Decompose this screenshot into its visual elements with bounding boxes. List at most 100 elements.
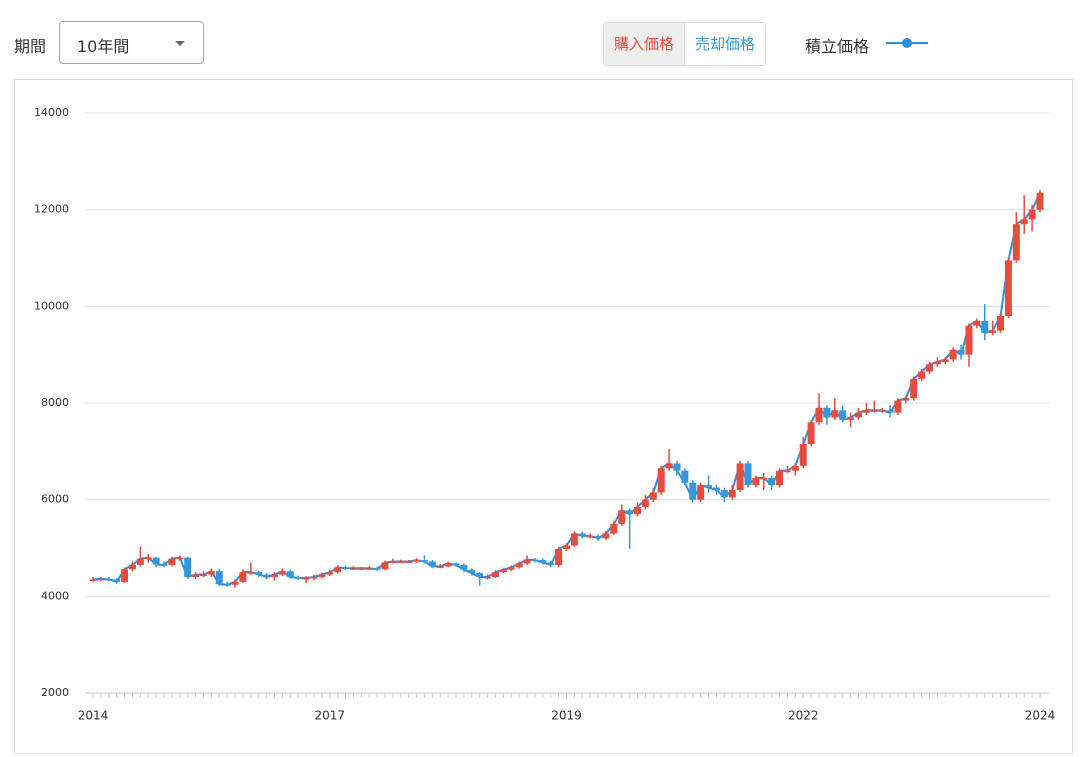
candle-body	[231, 581, 239, 585]
chart-frame: 2000 4000 6000 8000 10000 12000 14000 2014 2017 2…	[14, 79, 1073, 754]
candle-body	[413, 560, 421, 562]
candle-body	[286, 571, 294, 577]
y-tick-label: 10000	[34, 299, 69, 312]
candle-body	[902, 398, 910, 401]
candle-body	[555, 548, 563, 565]
legend-dot	[902, 38, 912, 48]
y-tick-label: 4000	[41, 589, 69, 602]
candle-body	[681, 470, 689, 483]
buy-button[interactable]: 購入価格	[604, 23, 686, 65]
candle-body	[854, 412, 862, 418]
candle-body	[705, 485, 713, 488]
candle-body	[941, 359, 949, 362]
candle-body	[349, 568, 357, 570]
candle-body	[989, 330, 997, 333]
candle-body	[381, 562, 389, 570]
candle-body	[981, 320, 989, 333]
candle-body	[523, 559, 531, 564]
y-tick-label: 8000	[41, 396, 69, 409]
candle-body	[1020, 219, 1028, 225]
candle-body	[594, 535, 602, 539]
candle-body	[128, 564, 136, 570]
candle-body	[389, 561, 397, 564]
candle-body	[160, 564, 168, 566]
candle-body	[689, 482, 697, 500]
candle-body	[460, 564, 468, 570]
candle-body	[926, 364, 934, 372]
candle-body	[342, 567, 350, 569]
x-tick-label: 2017	[314, 709, 345, 723]
candle-body	[649, 492, 657, 500]
candle-body	[468, 569, 476, 574]
candle-body	[271, 574, 279, 577]
candle-body	[97, 578, 105, 581]
period-value: 10年間	[77, 37, 130, 56]
candle-body	[626, 510, 634, 515]
candle-body	[263, 574, 271, 577]
candle-body	[602, 533, 610, 539]
candle-body	[1012, 224, 1020, 261]
candle-body	[168, 558, 176, 565]
candle-body	[491, 572, 499, 577]
candle-body	[791, 465, 799, 471]
candle-body	[1036, 192, 1044, 210]
candle-body	[515, 563, 523, 568]
legend-icon	[886, 38, 928, 48]
candle-body	[570, 533, 578, 546]
candle-body	[831, 410, 839, 418]
price-toggle: 購入価格 売却価格	[603, 22, 767, 66]
candle-body	[365, 568, 373, 570]
candle-body	[152, 557, 160, 565]
candle-body	[799, 444, 807, 466]
y-tick-label: 6000	[41, 493, 69, 506]
candle-body	[973, 320, 981, 326]
candle-body	[207, 571, 215, 575]
candle-body	[744, 463, 752, 486]
period-label: 期間	[14, 37, 47, 56]
candle-body	[641, 499, 649, 507]
candle-body	[223, 584, 231, 586]
x-tick-label: 2024	[1025, 709, 1056, 723]
candle-body	[752, 477, 760, 486]
period-select[interactable]: 10年間	[59, 21, 204, 64]
candle-body	[578, 533, 586, 536]
candle-body	[310, 577, 318, 579]
candle-body	[176, 557, 184, 560]
candle-body	[436, 566, 444, 568]
candle-body	[712, 487, 720, 490]
candle-body	[239, 572, 247, 582]
candle-body	[886, 410, 894, 413]
candle-body	[957, 349, 965, 355]
y-tick-label: 2000	[41, 686, 69, 699]
candle-body	[326, 572, 334, 575]
x-tick-label: 2022	[788, 709, 819, 723]
candle-body	[610, 523, 618, 534]
caret	[175, 41, 185, 46]
candle-body	[918, 371, 926, 379]
candle-body	[247, 572, 255, 574]
candle-body	[302, 577, 310, 580]
sell-button[interactable]: 売却価格	[695, 35, 756, 53]
candle-body	[1004, 260, 1012, 316]
candle-body	[89, 579, 97, 581]
candle-body	[815, 407, 823, 423]
candle-body	[965, 325, 973, 355]
candle-body	[586, 535, 594, 538]
candle-body	[997, 316, 1005, 331]
candle-body	[476, 573, 484, 577]
candle-body	[949, 349, 957, 360]
candle-body	[697, 485, 705, 500]
candle-body	[136, 558, 144, 565]
candle-body	[618, 510, 626, 524]
candle-body	[673, 463, 681, 471]
candle-body	[768, 477, 776, 486]
candle-body	[539, 560, 547, 563]
candle-body	[547, 562, 555, 565]
x-tick-label: 2019	[551, 709, 582, 723]
legend-label[interactable]: 積立価格	[805, 37, 870, 56]
candle-body	[192, 574, 200, 577]
candle-body	[215, 571, 223, 585]
candle-body	[531, 559, 539, 562]
candle-body	[144, 557, 152, 560]
